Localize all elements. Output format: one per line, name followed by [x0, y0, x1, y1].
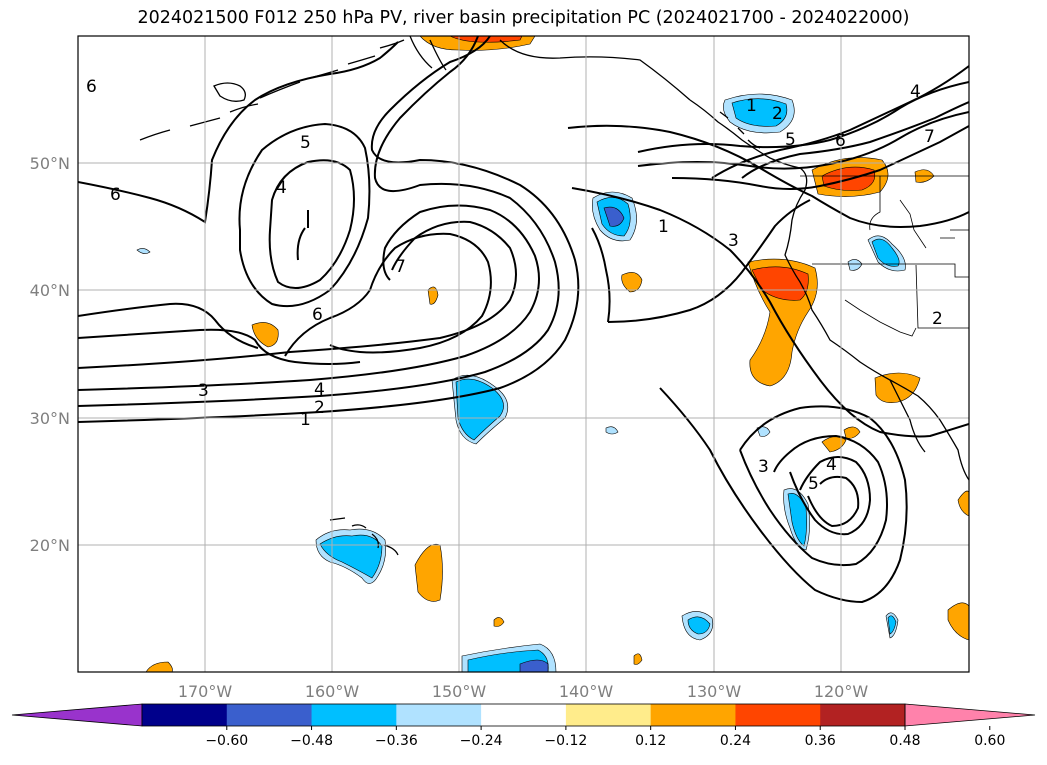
- lat-tick-label: 30°N: [30, 409, 70, 428]
- colorbar-extend-min: [11, 703, 143, 727]
- contour-label: 6: [312, 305, 323, 325]
- lon-tick-label: 160°W: [305, 682, 360, 701]
- contour-label: 2: [314, 398, 325, 418]
- longitude-tick-labels: 170°W 160°W 150°W 140°W 130°W 120°W: [178, 682, 869, 701]
- map-area: 6 5 4 7 6 3 4 2 1 1 2 5 6 1 3 4 7 2 3 4 …: [78, 36, 969, 672]
- contour-label: 6: [110, 185, 121, 205]
- coastlines: [139, 36, 969, 556]
- lon-tick-label: 120°W: [814, 682, 869, 701]
- colorbar-tick-label: 0.48: [889, 733, 920, 749]
- colorbar-tick-label: −0.12: [544, 733, 587, 749]
- colorbar-segment: [311, 704, 397, 726]
- contour-label: 2: [772, 104, 783, 124]
- contour-label: 4: [276, 178, 287, 198]
- lon-tick-label: 130°W: [687, 682, 742, 701]
- map-gridlines: [78, 36, 969, 672]
- contour-label: 1: [746, 96, 757, 116]
- contour-label: 4: [314, 380, 325, 400]
- colorbar-segment: [565, 704, 652, 726]
- latitude-tick-labels: 50°N 40°N 30°N 20°N: [30, 154, 70, 555]
- contour-label: 5: [785, 130, 796, 150]
- colorbar-tick-label: −0.36: [375, 733, 418, 749]
- country-borders: [800, 175, 969, 337]
- contour-label: 7: [924, 127, 935, 147]
- contour-label: 5: [808, 474, 819, 494]
- colorbar-segment: [650, 704, 736, 726]
- contour-label: 1: [300, 410, 311, 430]
- contour-label: 6: [835, 131, 846, 151]
- colorbar-segment: [226, 704, 313, 726]
- colorbar-segment: [142, 704, 228, 726]
- colorbar-segment: [820, 704, 906, 726]
- colorbar-tick-label: −0.60: [205, 733, 248, 749]
- colorbar-frame: [141, 703, 906, 727]
- lon-tick-label: 140°W: [559, 682, 614, 701]
- colorbar: −0.60 −0.48 −0.36 −0.24 −0.12 0.12 0.24 0.36 0.4…: [11, 703, 1036, 749]
- colorbar-tick-label: 0.60: [974, 733, 1005, 749]
- lat-tick-label: 50°N: [30, 154, 70, 173]
- contour-label: 3: [198, 381, 209, 401]
- colorbar-tick-label: 0.24: [720, 733, 751, 749]
- contour-label: 2: [932, 309, 943, 329]
- contour-label: 7: [395, 257, 406, 277]
- contour-label: 4: [910, 82, 921, 102]
- colorbar-tick-label: 0.12: [635, 733, 666, 749]
- map-title: 2024021500 F012 250 hPa PV, river basin …: [137, 8, 910, 28]
- precip-negative-shading: [136, 93, 906, 672]
- lat-tick-label: 40°N: [30, 281, 70, 300]
- colorbar-segment: [735, 704, 821, 726]
- lat-tick-label: 20°N: [30, 536, 70, 555]
- contour-label: 4: [826, 455, 837, 475]
- colorbar-tick-label: 0.36: [805, 733, 836, 749]
- precip-positive-shading: [145, 36, 969, 672]
- colorbar-tick-label: −0.24: [460, 733, 503, 749]
- contour-label: 6: [86, 77, 97, 97]
- lon-tick-label: 150°W: [432, 682, 487, 701]
- colorbar-segment: [396, 704, 482, 726]
- contour-label: 5: [300, 133, 311, 153]
- colorbar-segment: [481, 704, 567, 726]
- pv-contours: [78, 36, 969, 604]
- colorbar-tick-label: −0.48: [290, 733, 333, 749]
- contour-label: 1: [658, 217, 669, 237]
- lon-tick-label: 170°W: [178, 682, 233, 701]
- map-frame: [77, 35, 970, 673]
- contour-label: 3: [728, 231, 739, 251]
- contour-label: 3: [758, 457, 769, 477]
- pv-contour-labels: 6 5 4 7 6 3 4 2 1 1 2 5 6 1 3 4 7 2 3 4 …: [86, 77, 943, 494]
- colorbar-extend-max: [904, 703, 1036, 727]
